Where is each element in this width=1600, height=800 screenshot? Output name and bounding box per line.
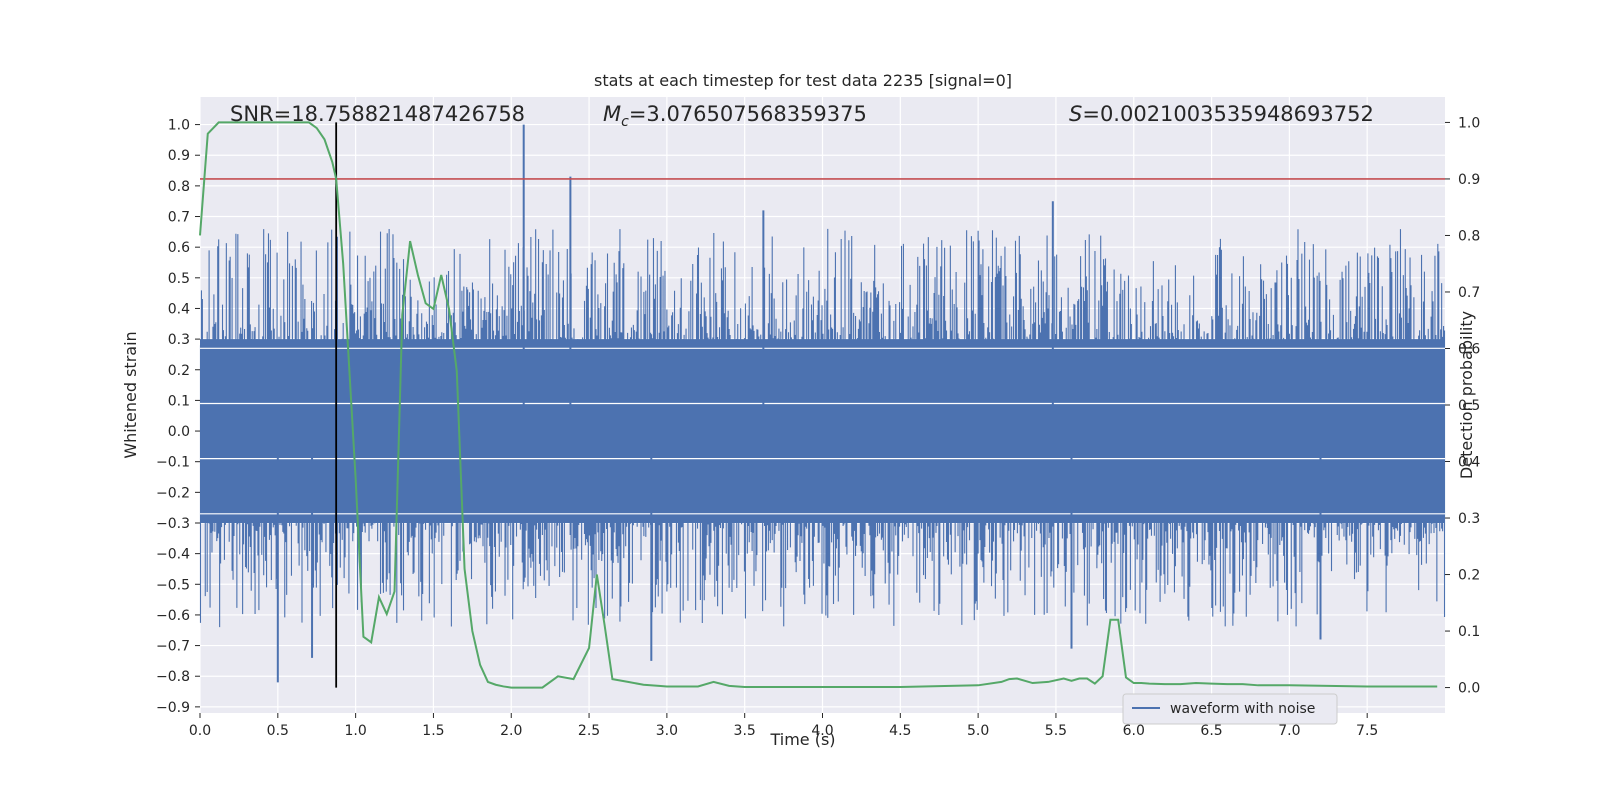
y-left-tick-label: −0.9 bbox=[156, 700, 190, 716]
y-left-tick-label: 0.1 bbox=[168, 393, 190, 409]
x-tick-label: 6.5 bbox=[1200, 723, 1222, 739]
y-axis-left-label: Whitened strain bbox=[121, 331, 140, 458]
y-left-tick-label: −0.2 bbox=[156, 485, 190, 501]
y-left-tick-label: −0.5 bbox=[156, 577, 190, 593]
y-right-tick-label: 0.2 bbox=[1458, 568, 1480, 584]
legend-entry: waveform with noise bbox=[1170, 701, 1315, 717]
x-tick-label: 2.5 bbox=[578, 723, 600, 739]
x-tick-label: 0.5 bbox=[267, 723, 289, 739]
x-axis-label: Time (s) bbox=[769, 730, 835, 749]
y-right-tick-label: 0.6 bbox=[1458, 341, 1480, 357]
x-tick-label: 5.0 bbox=[967, 723, 989, 739]
y-right-tick-label: 0.1 bbox=[1458, 624, 1480, 640]
y-right-tick-label: 0.4 bbox=[1458, 455, 1480, 471]
waveform-envelope bbox=[200, 347, 1445, 515]
x-tick-label: 3.5 bbox=[734, 723, 756, 739]
y-left-tick-label: −0.6 bbox=[156, 608, 190, 624]
x-tick-label: 2.0 bbox=[500, 723, 522, 739]
x-tick-label: 7.0 bbox=[1278, 723, 1300, 739]
x-tick-label: 7.5 bbox=[1356, 723, 1378, 739]
y-right-tick-label: 0.7 bbox=[1458, 285, 1480, 301]
y-left-tick-label: −0.1 bbox=[156, 455, 190, 471]
y-left-tick-label: 0.8 bbox=[168, 179, 190, 195]
x-tick-label: 1.0 bbox=[344, 723, 366, 739]
s-statistic-annotation: S=0.0021003535948693752 bbox=[1069, 102, 1374, 126]
chart-title: stats at each timestep for test data 223… bbox=[594, 71, 1012, 90]
detection-probability-line bbox=[199, 121, 1438, 689]
y-axis-right: 0.0 0.1 0.2 0.3 0.4 0.5 0.6 0.7 0.8 0.9 1.0 bbox=[1445, 115, 1480, 697]
y-right-tick-label: 0.9 bbox=[1458, 172, 1480, 188]
y-left-tick-label: −0.8 bbox=[156, 669, 190, 685]
y-right-tick-label: 0.0 bbox=[1458, 681, 1480, 697]
y-left-tick-label: 0.2 bbox=[168, 363, 190, 379]
x-tick-label: 6.0 bbox=[1123, 723, 1145, 739]
x-tick-label: 5.5 bbox=[1045, 723, 1067, 739]
y-left-tick-label: 0.5 bbox=[168, 271, 190, 287]
waveform-body bbox=[200, 339, 1445, 523]
y-right-tick-label: 0.5 bbox=[1458, 398, 1480, 414]
waveform-series bbox=[199, 228, 1446, 628]
y-left-tick-label: −0.3 bbox=[156, 516, 190, 532]
x-tick-label: 4.0 bbox=[811, 723, 833, 739]
y-left-tick-label: 0.9 bbox=[168, 148, 190, 164]
snr-annotation: SNR=18.758821487426758 bbox=[230, 102, 525, 126]
x-tick-label: 3.0 bbox=[656, 723, 678, 739]
x-tick-label: 1.5 bbox=[422, 723, 444, 739]
y-left-tick-label: 0.0 bbox=[168, 424, 190, 440]
y-left-tick-label: 0.4 bbox=[168, 301, 190, 317]
y-left-tick-label: 0.7 bbox=[168, 210, 190, 226]
y-axis-left: −0.9 −0.8 −0.7 −0.6 −0.5 −0.4 −0.3 −0.2 −0.1 0.0 0… bbox=[156, 118, 200, 716]
chirp-mass-annotation: Mc=3.076507568359375 bbox=[603, 102, 867, 130]
legend: waveform with noise bbox=[1122, 693, 1338, 725]
y-right-tick-label: 1.0 bbox=[1458, 115, 1480, 131]
y-axis-right-label: Detection probability bbox=[1457, 311, 1476, 479]
y-left-tick-label: −0.4 bbox=[156, 547, 190, 563]
legend-box bbox=[1122, 693, 1338, 725]
y-right-tick-label: 0.8 bbox=[1458, 228, 1480, 244]
waveform-spikes bbox=[276, 124, 1322, 683]
y-right-tick-label: 0.3 bbox=[1458, 511, 1480, 527]
y-left-tick-label: 1.0 bbox=[168, 118, 190, 134]
y-left-tick-label: −0.7 bbox=[156, 639, 190, 655]
y-left-tick-label: 0.3 bbox=[168, 332, 190, 348]
y-left-tick-label: 0.6 bbox=[168, 240, 190, 256]
x-tick-label: 4.5 bbox=[889, 723, 911, 739]
x-tick-label: 0.0 bbox=[189, 723, 211, 739]
x-axis: 0.0 0.5 1.0 1.5 2.0 2.5 3.0 3.5 4.0 4.5 5.0 5.5 6.0 6… bbox=[189, 713, 1378, 739]
